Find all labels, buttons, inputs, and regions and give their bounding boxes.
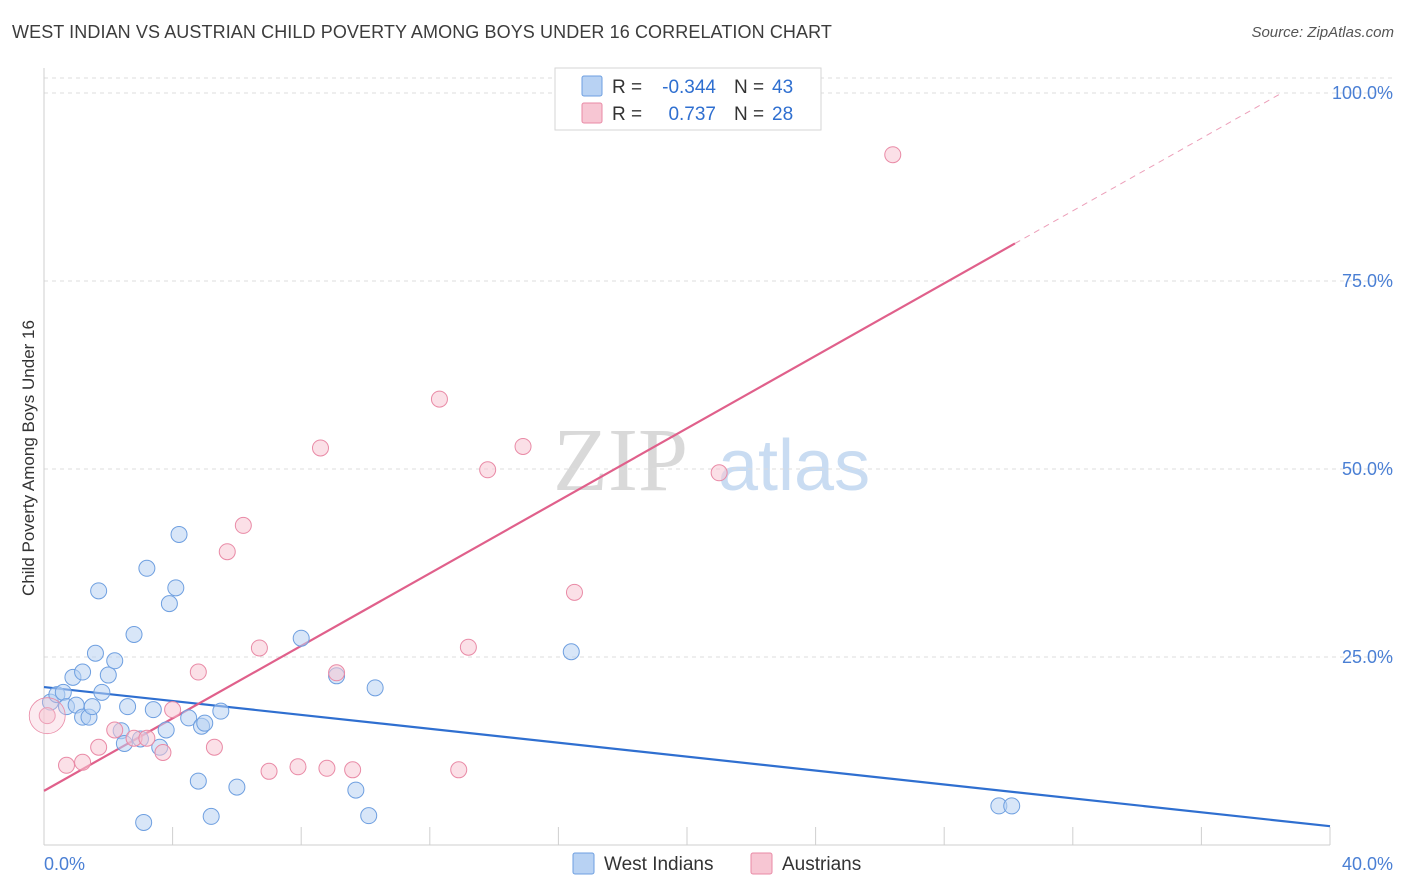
y-tick-label: 50.0%	[1342, 459, 1393, 479]
data-point	[119, 698, 137, 716]
axes	[43, 68, 1331, 846]
legend-n-label-2: N =	[734, 104, 764, 125]
y-tick-label: 100.0%	[1332, 83, 1393, 103]
data-point	[54, 683, 72, 701]
legend-n-value-2: 28	[772, 104, 793, 125]
trend-lines	[43, 92, 1331, 828]
legend-n-value-1: 43	[772, 77, 793, 98]
data-point	[1003, 797, 1021, 815]
data-point	[234, 516, 252, 534]
data-point	[360, 807, 378, 825]
data-point	[479, 461, 497, 479]
trend-line-dashed-1	[1014, 92, 1283, 244]
x-tick-label-max: 40.0%	[1342, 854, 1393, 874]
data-point	[170, 525, 188, 543]
data-point-large	[28, 697, 66, 735]
watermark-atlas: atlas	[718, 426, 870, 506]
x-tick-label-min: 0.0%	[44, 854, 85, 874]
data-point	[106, 721, 124, 739]
watermark: ZIP atlas	[553, 411, 870, 510]
data-point	[347, 781, 365, 799]
data-point	[93, 683, 111, 701]
trend-line-1	[43, 242, 1016, 792]
data-point	[202, 807, 220, 825]
data-point	[450, 761, 468, 779]
data-point	[205, 738, 223, 756]
data-point	[38, 707, 56, 725]
data-point	[344, 761, 362, 779]
legend-swatch-austrians	[581, 102, 603, 124]
data-point	[328, 664, 346, 682]
stats-legend: R = -0.344 N = 43 R = 0.737 N = 28	[554, 67, 822, 131]
bottom-legend-swatch-west-indians	[572, 852, 595, 875]
data-point	[154, 744, 172, 762]
data-point	[189, 663, 207, 681]
data-point	[167, 579, 185, 597]
data-point	[212, 702, 230, 720]
y-tick-label: 25.0%	[1342, 647, 1393, 667]
data-point	[74, 753, 92, 771]
legend-r-value-2: 0.737	[668, 104, 716, 125]
source-label: Source: ZipAtlas.com	[1251, 24, 1394, 41]
data-point	[164, 701, 182, 719]
data-point	[157, 721, 175, 739]
data-point	[106, 652, 124, 670]
data-point	[125, 625, 143, 643]
trend-line-0	[43, 685, 1331, 828]
bottom-legend-austrians: Austrians	[782, 854, 861, 875]
data-point	[138, 559, 156, 577]
data-point	[311, 439, 329, 457]
data-point	[160, 595, 178, 613]
data-point	[250, 639, 268, 657]
legend-r-label-2: R =	[612, 104, 642, 125]
data-point	[218, 543, 236, 561]
data-point	[135, 813, 153, 831]
data-point	[318, 759, 336, 777]
data-point	[562, 643, 580, 661]
data-point	[189, 772, 207, 790]
tick-labels: 25.0% 50.0% 75.0% 100.0% 0.0% 40.0%	[44, 83, 1393, 874]
data-point	[289, 758, 307, 776]
data-point	[90, 738, 108, 756]
y-tick-label: 75.0%	[1342, 271, 1393, 291]
data-point	[430, 390, 448, 408]
legend-r-label-1: R =	[612, 77, 642, 98]
data-point	[514, 437, 532, 455]
data-point	[144, 701, 162, 719]
data-point	[260, 762, 278, 780]
data-point	[459, 638, 477, 656]
data-point	[83, 698, 101, 716]
gridlines	[44, 77, 1395, 658]
bottom-legend-west-indians: West Indians	[604, 854, 713, 875]
data-point	[86, 644, 104, 662]
legend-r-value-1: -0.344	[662, 77, 716, 98]
data-point	[74, 663, 92, 681]
data-point	[180, 709, 198, 727]
data-point	[138, 729, 156, 747]
data-point	[292, 629, 310, 647]
data-point	[710, 464, 728, 482]
legend-n-label-1: N =	[734, 77, 764, 98]
data-point	[228, 778, 246, 796]
chart-title: WEST INDIAN VS AUSTRIAN CHILD POVERTY AM…	[12, 22, 832, 42]
legend-swatch-west-indians	[581, 75, 603, 97]
bottom-legend-swatch-austrians	[750, 852, 773, 875]
y-axis-label: Child Poverty Among Boys Under 16	[19, 320, 38, 596]
watermark-zip: ZIP	[553, 411, 688, 510]
data-point	[99, 666, 117, 684]
data-point	[884, 146, 902, 164]
data-point	[565, 583, 583, 601]
data-point	[58, 756, 76, 774]
series-legend: West Indians Austrians	[572, 852, 861, 875]
data-point	[196, 714, 214, 732]
data-point	[366, 679, 384, 697]
data-point	[90, 582, 108, 600]
data-points	[28, 146, 1021, 831]
